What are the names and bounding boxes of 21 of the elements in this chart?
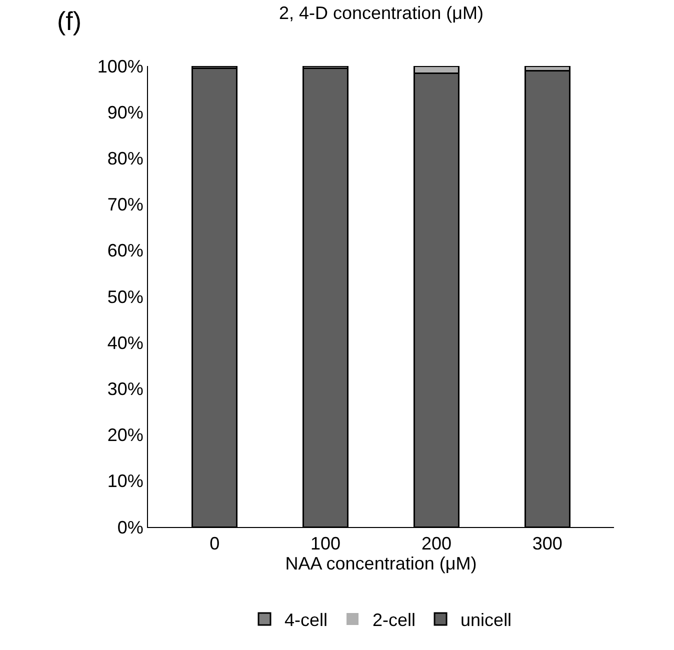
legend-label: unicell — [460, 610, 512, 630]
x-tick-label: 100 — [310, 534, 341, 554]
y-tick-label: 20% — [107, 425, 144, 446]
x-tick-label: 200 — [421, 534, 452, 554]
x-tick-label: 300 — [532, 534, 562, 554]
y-tick-label: 10% — [107, 471, 144, 492]
y-tick-label: 40% — [107, 332, 144, 353]
y-tick-label: 100% — [97, 56, 144, 76]
text: 2, 4-D concentration (μM) — [279, 3, 484, 23]
y-tick-label: 50% — [107, 286, 144, 307]
y-tick-label: 0% — [117, 517, 144, 538]
y-tick-label: 60% — [107, 240, 144, 261]
y-tick-label: 90% — [107, 102, 144, 122]
legend-label: 4-cell — [284, 610, 328, 630]
x-tick-label: 0 — [210, 534, 220, 554]
text: (f) — [57, 6, 82, 36]
y-tick-label: 80% — [107, 148, 144, 168]
y-tick-label: 70% — [107, 194, 144, 215]
y-tick-label: 30% — [107, 379, 144, 399]
legend-label: 2-cell — [372, 610, 416, 630]
x-axis-title: NAA concentration (μM) — [285, 554, 477, 574]
